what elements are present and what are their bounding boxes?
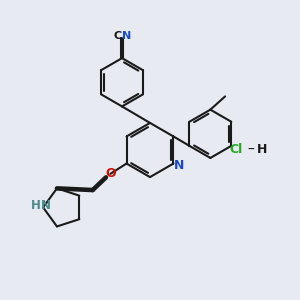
Text: N: N (40, 200, 50, 212)
Text: H: H (257, 143, 268, 157)
Text: H: H (31, 200, 41, 212)
Text: C: C (114, 31, 122, 41)
Text: Cl: Cl (230, 143, 243, 157)
Text: N: N (174, 158, 184, 172)
Text: N: N (122, 31, 131, 41)
Text: –: – (247, 143, 254, 157)
Text: O: O (105, 167, 116, 180)
